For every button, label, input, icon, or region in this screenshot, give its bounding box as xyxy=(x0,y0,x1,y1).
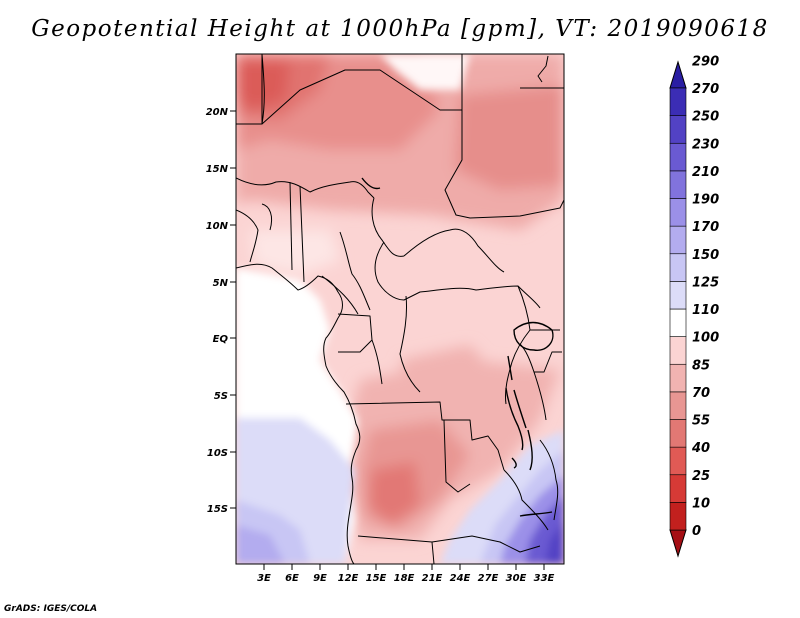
colorbar-label: 190 xyxy=(692,193,719,208)
colorbar-label: 85 xyxy=(692,358,710,373)
lon-label: 27E xyxy=(478,573,499,584)
colorbar-label: 290 xyxy=(692,54,719,69)
lat-label: 15S xyxy=(207,504,228,515)
lon-label: 12E xyxy=(338,573,359,584)
lon-label: 3E xyxy=(257,573,271,584)
lon-label: 21E xyxy=(422,573,443,584)
lat-label: 5N xyxy=(213,278,229,289)
lon-label: 18E xyxy=(394,573,415,584)
map-frame xyxy=(235,53,565,565)
lakes xyxy=(361,177,554,517)
latitude-axis xyxy=(230,110,236,509)
colorbar-segment xyxy=(669,474,687,503)
colorbar-label: 70 xyxy=(692,386,710,401)
colorbar-segment xyxy=(669,419,687,448)
colorbar: 0 10 25 40 55 70 85 100 110 125 150 170 190 210 230 250… xyxy=(669,54,719,558)
colorbar-segment xyxy=(669,446,687,476)
lat-label: 20N xyxy=(206,107,229,118)
colorbar-segment xyxy=(669,170,687,199)
lon-label: 24E xyxy=(450,573,471,584)
longitude-labels: 3E 6E 9E 12E 15E 18E 21E 24E 27E 30E 33E xyxy=(257,573,554,584)
lat-label: 15N xyxy=(206,164,229,175)
colorbar-segment xyxy=(669,502,687,531)
colorbar-segment xyxy=(669,115,687,144)
lon-label: 15E xyxy=(366,573,387,584)
lon-label: 33E xyxy=(534,573,555,584)
lat-label: EQ xyxy=(213,334,229,345)
colorbar-label: 150 xyxy=(692,248,719,263)
lon-label: 6E xyxy=(285,573,299,584)
lon-label: 30E xyxy=(506,573,527,584)
country-borders xyxy=(236,54,564,564)
lat-label: 10S xyxy=(207,448,228,459)
colorbar-segment xyxy=(669,198,687,227)
colorbar-segment xyxy=(669,281,687,310)
colorbar-segment xyxy=(669,391,687,420)
lat-label: 10N xyxy=(206,221,229,232)
colorbar-label: 55 xyxy=(692,414,710,429)
colorbar-segment xyxy=(669,336,687,365)
longitude-axis xyxy=(263,564,545,570)
colorbar-arrow-top xyxy=(669,60,687,89)
colorbar-segment xyxy=(669,87,687,116)
colorbar-label: 25 xyxy=(692,469,710,484)
colorbar-label: 40 xyxy=(691,441,710,456)
lat-label: 5S xyxy=(214,391,228,402)
colorbar-label: 230 xyxy=(692,137,719,152)
colorbar-label: 250 xyxy=(692,110,719,125)
colorbar-segment xyxy=(669,225,687,255)
lon-label: 9E xyxy=(313,573,327,584)
colorbar-segment xyxy=(669,142,687,172)
colorbar-label: 110 xyxy=(692,303,719,318)
colorbar-label: 210 xyxy=(692,165,719,180)
chart-title: Geopotential Height at 1000hPa [gpm], VT… xyxy=(31,16,769,42)
colorbar-arrow-bottom xyxy=(669,529,687,558)
colorbar-segment xyxy=(669,308,687,337)
latitude-labels: 20N 15N 10N 5N EQ 5S 10S 15S xyxy=(206,107,229,515)
grads-credit: GrADS: IGES/COLA xyxy=(4,604,98,614)
colorbar-label: 100 xyxy=(692,331,719,346)
colorbar-label: 270 xyxy=(692,82,719,97)
colorbar-segment xyxy=(669,253,687,282)
colorbar-label: 10 xyxy=(692,496,710,511)
colorbar-segment xyxy=(669,363,687,393)
height-field xyxy=(236,54,564,564)
colorbar-label: 0 xyxy=(692,524,701,539)
colorbar-label: 170 xyxy=(692,220,719,235)
colorbar-label: 125 xyxy=(692,275,719,290)
